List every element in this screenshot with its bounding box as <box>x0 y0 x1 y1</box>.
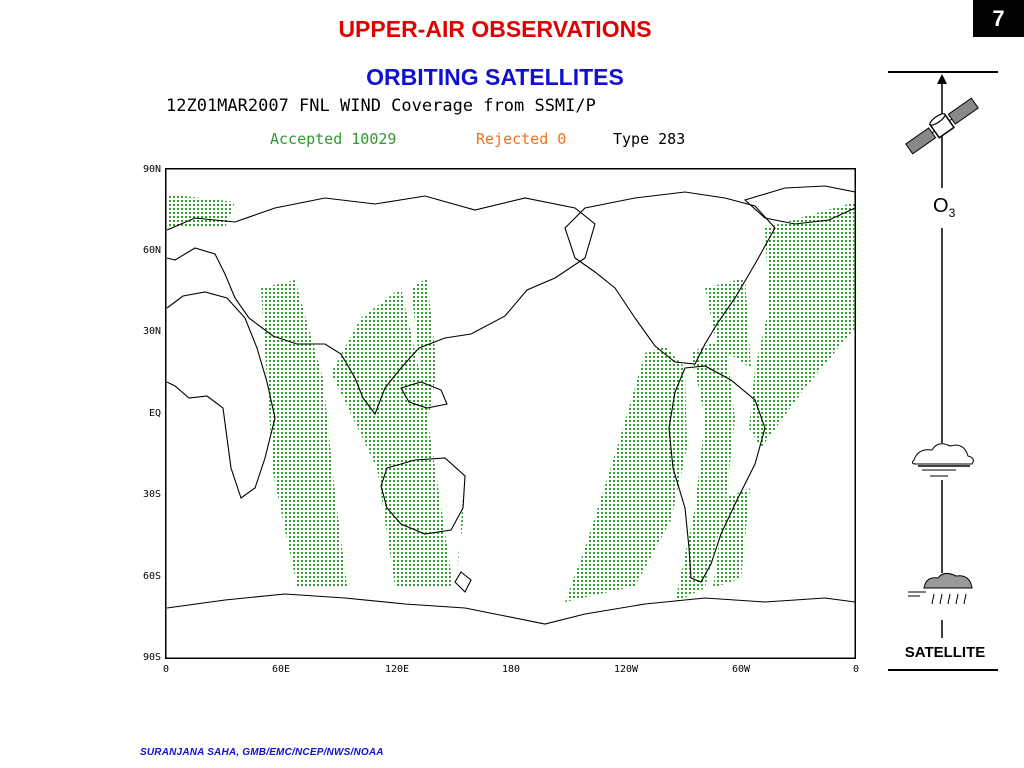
ozone-subscript: 3 <box>948 206 956 220</box>
swath-atlantic <box>749 202 855 448</box>
footer-credit: SURANJANA SAHA, GMB/EMC/NCEP/NWS/NOAA <box>140 747 384 758</box>
greenland-coast <box>743 185 856 225</box>
swath-north-atlantic-west <box>705 278 751 368</box>
africa-coast <box>166 291 276 499</box>
satellite-icon <box>905 97 979 155</box>
lat-label-eq: EQ <box>148 408 161 419</box>
swath-west-pacific <box>411 278 437 426</box>
eurasia-coast <box>166 195 596 416</box>
swath-south-pacific <box>565 346 687 602</box>
rain-cloud-icon <box>908 572 973 605</box>
lat-label-90s: 90S <box>142 652 161 663</box>
satellite-label: SATELLITE <box>904 644 986 661</box>
swath-south-america <box>675 338 735 602</box>
lat-label-60s: 60S <box>142 571 161 582</box>
slide-subtitle: ORBITING SATELLITES <box>366 64 624 90</box>
swath-group <box>167 194 855 602</box>
lon-label-120w: 120W <box>613 664 639 675</box>
new-zealand-coast <box>454 571 472 593</box>
swath-south-atlantic <box>713 488 750 588</box>
coastlines <box>166 185 856 625</box>
rejected-count: Rejected 0 <box>476 130 567 148</box>
arrow-up-icon <box>937 74 947 84</box>
type-label: Type 283 <box>613 130 686 148</box>
swath-arctic-west <box>167 194 235 228</box>
observation-diagram <box>888 71 998 671</box>
lon-label-60w: 60W <box>731 664 751 675</box>
lon-label-120e: 120E <box>384 664 410 675</box>
slide-number: 7 <box>973 0 1024 37</box>
lat-label-30n: 30N <box>142 326 161 337</box>
accepted-count: Accepted 10029 <box>270 130 397 148</box>
lon-label-0-end: 0 <box>852 664 860 675</box>
swath-indian-ocean-east <box>331 288 453 586</box>
swath-indian-ocean-west <box>261 280 347 586</box>
ozone-label: O3 <box>933 195 955 220</box>
north-america-coast <box>564 191 776 365</box>
lon-label-180: 180 <box>501 664 521 675</box>
south-america-coast <box>668 365 766 583</box>
lat-label-90n: 90N <box>142 164 161 175</box>
slide-title: UPPER-AIR OBSERVATIONS <box>338 16 652 42</box>
indonesia-coast <box>400 381 448 409</box>
lat-label-60n: 60N <box>142 245 161 256</box>
australia-coast <box>380 457 466 535</box>
swath-australia-east <box>457 472 465 572</box>
lon-label-60e: 60E <box>271 664 291 675</box>
antarctica-coast <box>166 593 856 625</box>
cloud-icon <box>911 443 974 477</box>
coverage-map <box>165 168 856 659</box>
ozone-symbol: O <box>933 195 949 217</box>
map-title: 12Z01MAR2007 FNL WIND Coverage from SSMI… <box>166 96 596 116</box>
lon-label-0: 0 <box>162 664 170 675</box>
lat-label-30s: 30S <box>142 489 161 500</box>
